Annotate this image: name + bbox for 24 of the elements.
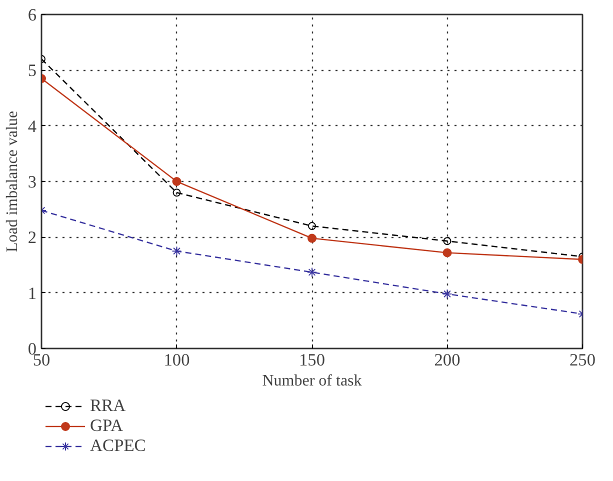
legend-label: ACPEC bbox=[90, 436, 146, 456]
point bbox=[308, 234, 316, 243]
y-tick-label: 2 bbox=[28, 228, 37, 248]
y-tick-label: 6 bbox=[28, 6, 37, 24]
point bbox=[443, 237, 452, 246]
point bbox=[442, 248, 452, 258]
x-axis-title: Number of task bbox=[262, 372, 362, 390]
legend-label: GPA bbox=[90, 416, 124, 436]
y-tick-label: 4 bbox=[28, 116, 37, 136]
y-tick-label: 1 bbox=[28, 284, 37, 303]
y-tick-label: 3 bbox=[28, 172, 37, 192]
x-tick-label: 200 bbox=[434, 350, 460, 370]
point bbox=[307, 267, 317, 278]
point bbox=[442, 288, 452, 299]
point bbox=[308, 222, 316, 230]
y-tick-label: 5 bbox=[28, 61, 37, 80]
legend-label: RRA bbox=[90, 396, 126, 416]
point bbox=[172, 246, 182, 256]
point bbox=[172, 188, 181, 197]
x-tick-label: 250 bbox=[570, 350, 596, 370]
point bbox=[172, 177, 182, 186]
x-tick-label: 150 bbox=[299, 350, 326, 370]
y-axis-title: Load imbalance value bbox=[4, 110, 21, 252]
x-tick-label: 100 bbox=[164, 350, 190, 370]
